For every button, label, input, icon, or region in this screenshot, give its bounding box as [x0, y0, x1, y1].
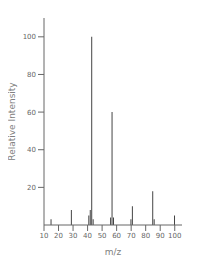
svg-text:80: 80 [27, 71, 36, 79]
svg-text:10: 10 [40, 232, 49, 240]
svg-text:m/z: m/z [105, 247, 122, 257]
svg-text:20: 20 [54, 232, 63, 240]
svg-text:50: 50 [98, 232, 107, 240]
svg-text:60: 60 [112, 232, 121, 240]
svg-text:70: 70 [127, 232, 136, 240]
svg-text:80: 80 [141, 232, 150, 240]
svg-text:100: 100 [23, 33, 36, 41]
svg-text:Relative Intensity: Relative Intensity [8, 82, 17, 161]
svg-text:30: 30 [69, 232, 78, 240]
svg-text:100: 100 [168, 232, 181, 240]
svg-text:20: 20 [27, 184, 36, 192]
svg-text:90: 90 [156, 232, 165, 240]
svg-text:40: 40 [83, 232, 92, 240]
svg-text:40: 40 [27, 146, 36, 154]
svg-text:60: 60 [27, 109, 36, 117]
